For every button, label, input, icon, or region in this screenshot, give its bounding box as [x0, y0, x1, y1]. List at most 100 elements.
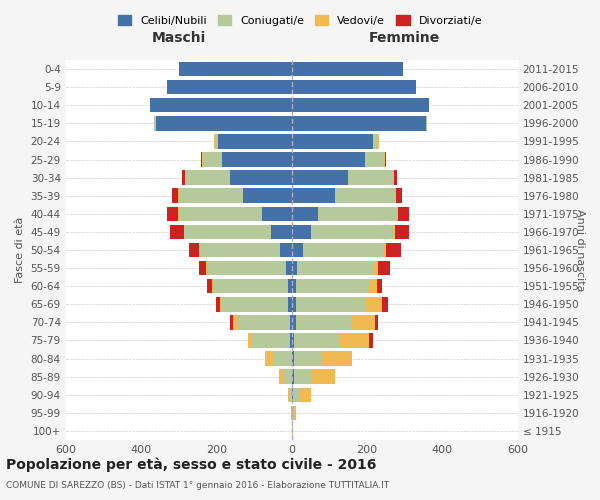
Bar — [395, 224, 409, 239]
Bar — [203, 152, 222, 167]
Bar — [373, 134, 379, 148]
Bar — [156, 116, 292, 130]
Bar — [208, 279, 212, 293]
Bar — [271, 224, 292, 239]
Bar — [292, 62, 403, 76]
Bar — [292, 315, 296, 330]
Bar — [293, 333, 339, 347]
Bar — [296, 279, 369, 293]
Y-axis label: Anni di nascita: Anni di nascita — [575, 209, 585, 291]
Bar — [292, 261, 298, 276]
Bar — [154, 116, 156, 130]
Bar — [167, 80, 292, 94]
Bar — [184, 224, 271, 239]
Bar — [288, 297, 292, 312]
Bar — [292, 243, 303, 257]
Bar — [313, 370, 335, 384]
Bar — [374, 315, 379, 330]
Bar — [298, 261, 373, 276]
Bar — [292, 370, 293, 384]
Bar — [230, 170, 292, 185]
Bar — [291, 406, 292, 420]
Bar — [182, 170, 185, 185]
Bar — [384, 152, 385, 167]
Bar — [396, 188, 402, 203]
Bar — [292, 424, 293, 438]
Bar — [292, 406, 293, 420]
Bar — [222, 297, 288, 312]
Bar — [365, 152, 384, 167]
Bar — [292, 116, 425, 130]
Bar — [352, 315, 374, 330]
Bar — [222, 152, 292, 167]
Bar — [218, 134, 292, 148]
Bar — [280, 243, 292, 257]
Bar — [425, 116, 427, 130]
Bar — [167, 206, 178, 221]
Bar — [293, 352, 322, 366]
Text: Femmine: Femmine — [369, 31, 440, 45]
Bar — [265, 352, 273, 366]
Bar — [290, 333, 292, 347]
Bar — [293, 406, 296, 420]
Bar — [278, 370, 284, 384]
Bar — [369, 279, 377, 293]
Bar — [233, 315, 237, 330]
Bar — [292, 80, 416, 94]
Bar — [212, 279, 288, 293]
Bar — [394, 170, 397, 185]
Bar — [318, 206, 397, 221]
Bar — [292, 352, 293, 366]
Bar — [311, 224, 394, 239]
Bar — [178, 188, 179, 203]
Bar — [296, 297, 365, 312]
Bar — [395, 188, 396, 203]
Bar — [292, 297, 296, 312]
Text: COMUNE DI SAREZZO (BS) - Dati ISTAT 1° gennaio 2016 - Elaborazione TUTTITALIA.IT: COMUNE DI SAREZZO (BS) - Dati ISTAT 1° g… — [6, 481, 389, 490]
Bar — [206, 261, 207, 276]
Bar — [292, 224, 311, 239]
Bar — [292, 206, 318, 221]
Text: Popolazione per età, sesso e stato civile - 2016: Popolazione per età, sesso e stato civil… — [6, 458, 376, 472]
Bar — [339, 333, 369, 347]
Bar — [292, 279, 296, 293]
Bar — [230, 315, 233, 330]
Bar — [248, 333, 252, 347]
Bar — [292, 388, 293, 402]
Bar — [386, 243, 401, 257]
Bar — [199, 243, 280, 257]
Bar — [179, 62, 292, 76]
Bar — [369, 333, 373, 347]
Bar — [292, 134, 373, 148]
Bar — [288, 279, 292, 293]
Bar — [394, 224, 395, 239]
Text: Maschi: Maschi — [152, 31, 206, 45]
Bar — [293, 388, 300, 402]
Bar — [170, 224, 184, 239]
Bar — [284, 370, 292, 384]
Bar — [214, 134, 215, 148]
Bar — [237, 315, 290, 330]
Bar — [151, 98, 292, 112]
Bar — [292, 152, 365, 167]
Bar — [335, 188, 395, 203]
Bar — [172, 188, 178, 203]
Bar — [322, 352, 352, 366]
Bar — [286, 261, 292, 276]
Bar — [293, 370, 313, 384]
Bar — [300, 388, 311, 402]
Bar — [207, 261, 286, 276]
Legend: Celibi/Nubili, Coniugati/e, Vedovi/e, Divorziati/e: Celibi/Nubili, Coniugati/e, Vedovi/e, Di… — [113, 10, 487, 30]
Bar — [220, 297, 222, 312]
Bar — [200, 152, 202, 167]
Bar — [217, 297, 220, 312]
Bar — [179, 188, 243, 203]
Bar — [288, 388, 290, 402]
Bar — [365, 297, 382, 312]
Bar — [348, 170, 394, 185]
Bar — [262, 206, 292, 221]
Bar — [296, 315, 352, 330]
Bar — [290, 388, 292, 402]
Bar — [185, 170, 186, 185]
Bar — [379, 261, 390, 276]
